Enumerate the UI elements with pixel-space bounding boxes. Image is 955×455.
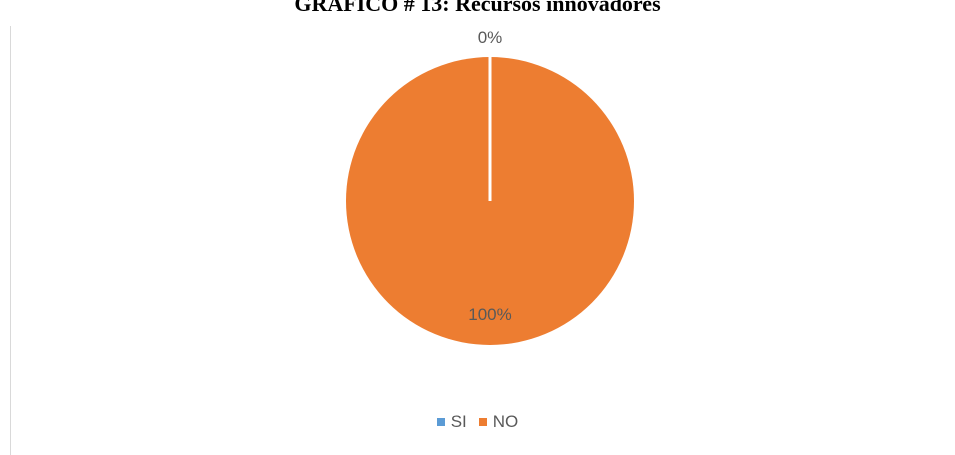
legend-label-no: NO	[492, 412, 519, 431]
chart-frame-border	[10, 26, 11, 455]
legend-item-no: NO	[478, 412, 519, 432]
legend-label-si: SI	[450, 412, 467, 431]
data-label-no: 100%	[468, 305, 511, 324]
pie-slices	[346, 57, 634, 345]
pie-data-labels: 0% 100%	[468, 28, 511, 324]
legend-swatch-no	[478, 418, 487, 426]
data-label-si: 0%	[478, 28, 503, 47]
legend-item-si: SI	[436, 412, 467, 432]
chart-legend: SI NO	[0, 412, 955, 432]
chart-title: GRAFICO # 13: Recursos innovadores	[294, 0, 661, 16]
legend-swatch-si	[436, 418, 445, 426]
